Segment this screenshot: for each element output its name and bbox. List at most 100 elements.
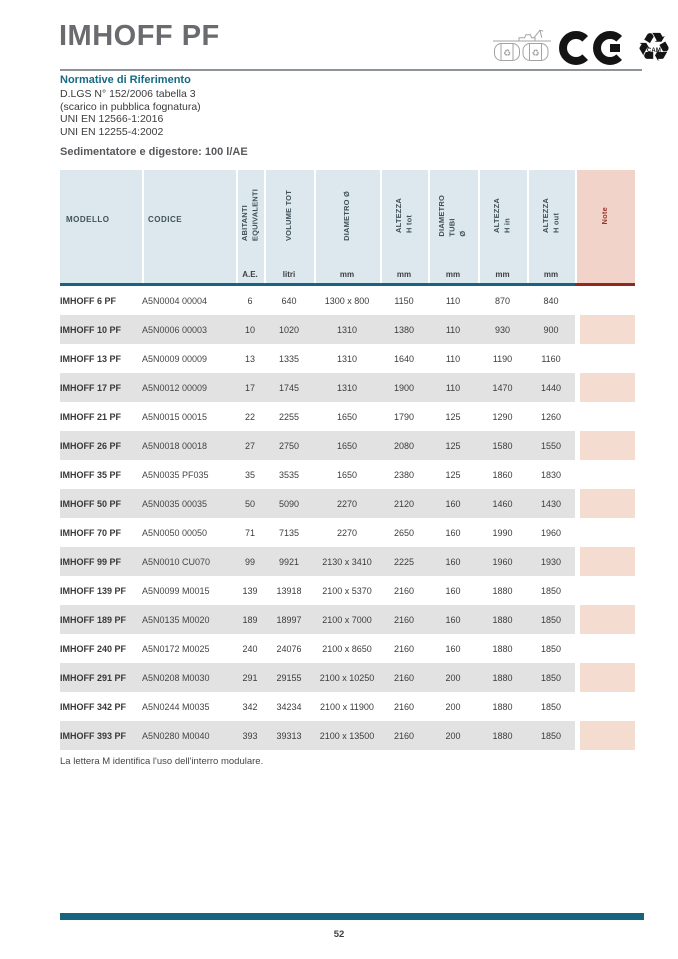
col-header-altezza-h-out: ALTEZZA H out	[527, 170, 575, 266]
cell-note	[575, 605, 635, 634]
cell-modello: IMHOFF 240 PF	[60, 634, 142, 663]
cell-codice: A5N0018 00018	[142, 431, 236, 460]
unit-cell	[60, 266, 142, 286]
cell-h_in: 1470	[478, 373, 527, 402]
table-row: IMHOFF 189 PF A5N0135 M0020 189 18997 2100 x…	[60, 605, 635, 634]
cell-tubi: 200	[428, 663, 478, 692]
cell-h_in: 1880	[478, 576, 527, 605]
cell-h_out: 1960	[527, 518, 575, 547]
cell-h_in: 1880	[478, 634, 527, 663]
cell-h_tot: 2380	[380, 460, 428, 489]
header-rule	[60, 69, 642, 71]
cell-h_tot: 2160	[380, 663, 428, 692]
table-row: IMHOFF 240 PF A5N0172 M0025 240 24076 2100 x…	[60, 634, 635, 663]
cell-note	[575, 431, 635, 460]
cell-codice: A5N0035 PF035	[142, 460, 236, 489]
cell-note	[575, 576, 635, 605]
col-header-volume-tot: VOLUME TOT	[264, 170, 314, 266]
cell-volume: 2255	[264, 402, 314, 431]
cam-recycle-icon: ♻ CAM	[634, 27, 674, 69]
cell-note	[575, 721, 635, 750]
table-row: IMHOFF 6 PF A5N0004 00004 6 640 1300 x 800 11…	[60, 284, 635, 315]
cell-modello: IMHOFF 6 PF	[60, 284, 142, 315]
cell-codice: A5N0004 00004	[142, 284, 236, 315]
cell-volume: 3535	[264, 460, 314, 489]
normative-line: (scarico in pubblica fognatura)	[60, 100, 201, 113]
cell-codice: A5N0099 M0015	[142, 576, 236, 605]
cell-diametro: 1310	[314, 373, 380, 402]
cell-diametro: 1300 x 800	[314, 284, 380, 315]
cell-h_in: 1880	[478, 663, 527, 692]
col-header-modello: MODELLO	[60, 170, 142, 266]
cell-ae: 6	[236, 284, 264, 315]
cell-modello: IMHOFF 393 PF	[60, 721, 142, 750]
cell-tubi: 200	[428, 692, 478, 721]
table-row: IMHOFF 70 PF A5N0050 00050 71 7135 2270 2650 1…	[60, 518, 635, 547]
cell-h_in: 1580	[478, 431, 527, 460]
page-title: IMHOFF PF	[59, 20, 220, 52]
table-row: IMHOFF 291 PF A5N0208 M0030 291 29155 2100 x…	[60, 663, 635, 692]
cell-modello: IMHOFF 50 PF	[60, 489, 142, 518]
cell-h_out: 1550	[527, 431, 575, 460]
cell-diametro: 2100 x 5370	[314, 576, 380, 605]
cell-note	[575, 634, 635, 663]
cell-volume: 24076	[264, 634, 314, 663]
cell-diametro: 2100 x 8650	[314, 634, 380, 663]
cell-h_out: 1430	[527, 489, 575, 518]
cell-volume: 7135	[264, 518, 314, 547]
table-row: IMHOFF 393 PF A5N0280 M0040 393 39313 2100 x…	[60, 721, 635, 750]
cell-ae: 240	[236, 634, 264, 663]
unit-cell: mm	[478, 266, 527, 286]
svg-text:♻: ♻	[531, 49, 539, 59]
cell-codice: A5N0006 00003	[142, 315, 236, 344]
cell-ae: 27	[236, 431, 264, 460]
cell-h_in: 1880	[478, 721, 527, 750]
cell-ae: 35	[236, 460, 264, 489]
cell-h_in: 1880	[478, 605, 527, 634]
recycle-symbol: ♻	[636, 25, 672, 71]
cell-diametro: 1650	[314, 402, 380, 431]
cell-volume: 2750	[264, 431, 314, 460]
table-header-row: MODELLO CODICE ABITANTI EQUIVALENTI VOLU…	[60, 170, 635, 266]
unit-cell: mm	[527, 266, 575, 286]
cell-h_in: 1190	[478, 344, 527, 373]
cell-h_tot: 2650	[380, 518, 428, 547]
svg-text:♻: ♻	[503, 49, 511, 59]
cell-note	[575, 518, 635, 547]
cell-volume: 34234	[264, 692, 314, 721]
cell-tubi: 125	[428, 431, 478, 460]
cell-tubi: 110	[428, 315, 478, 344]
cam-label: CAM	[646, 48, 662, 54]
cell-tubi: 160	[428, 634, 478, 663]
cell-diametro: 2100 x 7000	[314, 605, 380, 634]
cell-volume: 9921	[264, 547, 314, 576]
cell-volume: 18997	[264, 605, 314, 634]
unit-cell: mm	[314, 266, 380, 286]
cell-codice: A5N0012 00009	[142, 373, 236, 402]
cell-diametro: 1650	[314, 460, 380, 489]
cell-h_tot: 1790	[380, 402, 428, 431]
cell-volume: 13918	[264, 576, 314, 605]
table-row: IMHOFF 99 PF A5N0010 CU070 99 9921 2130 x 34…	[60, 547, 635, 576]
cell-h_in: 1860	[478, 460, 527, 489]
table-body: IMHOFF 6 PF A5N0004 00004 6 640 1300 x 800 11…	[60, 284, 635, 750]
normative-line: D.LGS N° 152/2006 tabella 3	[60, 88, 196, 100]
cell-modello: IMHOFF 26 PF	[60, 431, 142, 460]
cell-tubi: 160	[428, 605, 478, 634]
cell-modello: IMHOFF 70 PF	[60, 518, 142, 547]
col-header-altezza-h-tot: ALTEZZA H tot	[380, 170, 428, 266]
cell-h_out: 1930	[527, 547, 575, 576]
cell-ae: 393	[236, 721, 264, 750]
cell-ae: 189	[236, 605, 264, 634]
cell-h_in: 1290	[478, 402, 527, 431]
cell-volume: 29155	[264, 663, 314, 692]
unit-cell	[575, 266, 635, 286]
cell-codice: A5N0280 M0040	[142, 721, 236, 750]
cell-note	[575, 373, 635, 402]
normative-line: UNI EN 12566-1:2016	[60, 113, 164, 126]
cell-modello: IMHOFF 17 PF	[60, 373, 142, 402]
cell-h_tot: 1380	[380, 315, 428, 344]
unit-cell: mm	[380, 266, 428, 286]
cell-h_in: 1460	[478, 489, 527, 518]
cell-h_out: 1260	[527, 402, 575, 431]
